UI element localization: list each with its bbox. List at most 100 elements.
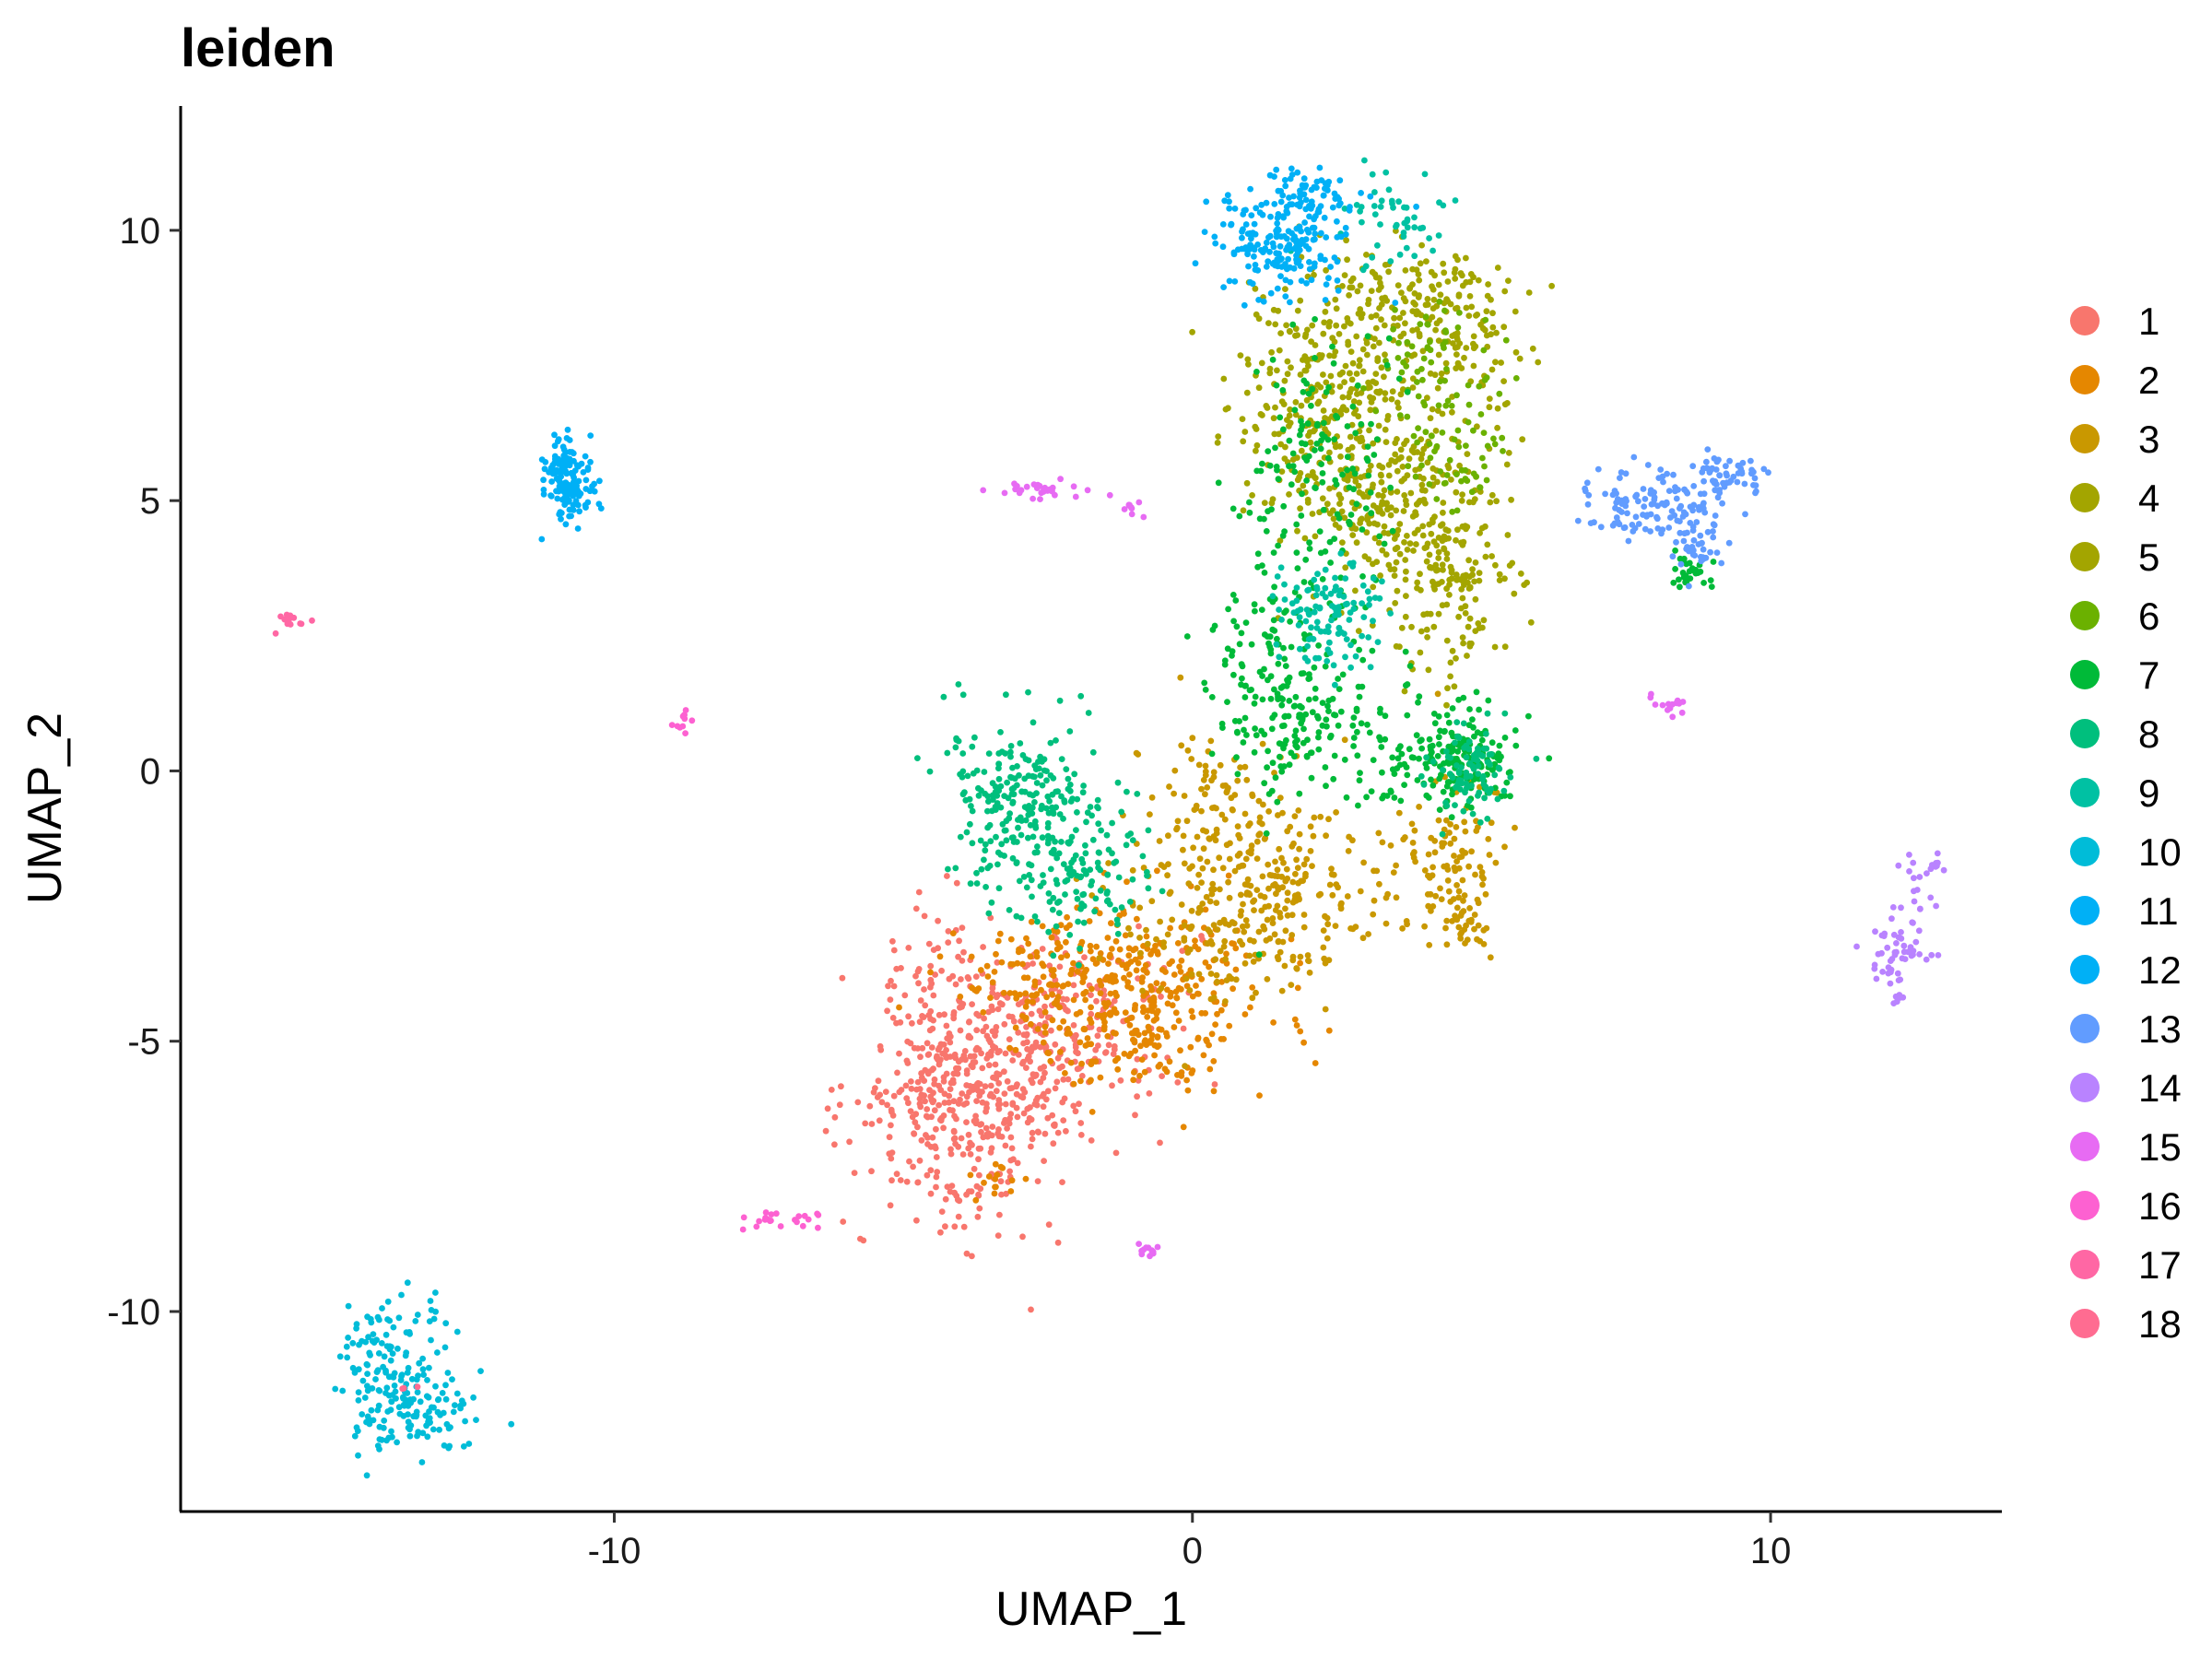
point-cluster-16: [753, 1223, 760, 1230]
point-cluster-5: [1432, 581, 1440, 588]
point-cluster-4: [1300, 482, 1307, 489]
point-cluster-8: [993, 833, 999, 841]
point-cluster-5: [1375, 539, 1382, 547]
point-cluster-5: [1375, 508, 1382, 515]
point-cluster-1: [1070, 1102, 1077, 1110]
point-cluster-8: [1008, 785, 1016, 793]
point-cluster-11: [1249, 280, 1256, 288]
point-cluster-13: [1718, 559, 1725, 567]
point-cluster-7: [1312, 485, 1319, 491]
point-cluster-7: [1435, 734, 1442, 741]
point-cluster-7: [1255, 951, 1263, 959]
point-cluster-2: [1173, 994, 1180, 1001]
point-cluster-3: [1188, 756, 1195, 762]
point-cluster-8: [1103, 831, 1111, 839]
point-cluster-12: [568, 487, 575, 494]
point-cluster-3: [1322, 1006, 1329, 1013]
point-cluster-4: [1432, 326, 1439, 334]
point-cluster-2: [1048, 967, 1055, 974]
point-cluster-11: [1251, 253, 1257, 260]
point-cluster-3: [1451, 853, 1457, 859]
point-cluster-11: [1310, 236, 1317, 243]
point-cluster-8: [1083, 818, 1089, 826]
point-cluster-7: [1376, 533, 1383, 540]
point-cluster-8: [987, 838, 994, 845]
point-cluster-3: [1266, 935, 1274, 942]
point-cluster-2: [896, 1004, 902, 1011]
point-cluster-8: [1045, 928, 1053, 935]
point-cluster-5: [1433, 567, 1440, 574]
point-cluster-7: [1281, 713, 1288, 720]
point-cluster-7: [1252, 607, 1258, 615]
point-cluster-1: [1031, 1043, 1038, 1051]
point-cluster-2: [991, 969, 998, 975]
point-cluster-5: [1378, 472, 1384, 479]
point-cluster-2: [1122, 932, 1129, 939]
point-cluster-2: [1163, 1033, 1171, 1040]
point-cluster-2: [1025, 940, 1032, 947]
point-cluster-9: [1366, 595, 1373, 603]
point-cluster-13: [1670, 471, 1677, 478]
point-cluster-3: [1349, 837, 1356, 844]
point-cluster-2: [1109, 971, 1115, 979]
point-cluster-3: [1259, 820, 1265, 828]
point-cluster-2: [1112, 1030, 1119, 1037]
point-cluster-2: [1011, 990, 1018, 997]
point-cluster-3: [1431, 838, 1439, 844]
point-cluster-8: [975, 792, 982, 799]
point-cluster-4: [1368, 313, 1375, 321]
point-cluster-10: [394, 1345, 401, 1352]
point-cluster-3: [1282, 905, 1288, 912]
point-cluster-7: [1232, 597, 1240, 604]
point-cluster-7: [1304, 736, 1311, 744]
point-cluster-4: [1347, 348, 1355, 355]
point-cluster-10: [364, 1387, 371, 1394]
point-cluster-8: [1053, 788, 1059, 795]
point-cluster-3: [1218, 811, 1226, 818]
point-cluster-3: [1264, 976, 1271, 982]
point-cluster-1: [930, 992, 937, 999]
point-cluster-4: [1372, 371, 1380, 377]
point-cluster-7: [1261, 780, 1268, 787]
point-cluster-13: [1700, 546, 1707, 553]
point-cluster-2: [1041, 1030, 1049, 1036]
point-cluster-3: [1430, 903, 1437, 910]
point-cluster-5: [1418, 628, 1425, 635]
point-cluster-6: [1390, 325, 1396, 333]
point-cluster-10: [444, 1370, 452, 1376]
point-cluster-3: [1365, 931, 1371, 937]
point-cluster-10: [373, 1369, 381, 1375]
point-cluster-1: [959, 1151, 967, 1158]
point-cluster-2: [1080, 1025, 1088, 1032]
point-cluster-3: [1412, 858, 1418, 865]
point-cluster-2: [1225, 872, 1232, 879]
point-cluster-5: [1478, 524, 1486, 532]
point-cluster-5: [1459, 594, 1466, 602]
point-cluster-8: [1078, 900, 1085, 907]
point-cluster-7: [1417, 737, 1424, 745]
point-cluster-6: [1512, 375, 1520, 382]
point-cluster-13: [1735, 470, 1742, 477]
point-cluster-3: [1477, 864, 1484, 871]
point-cluster-2: [1180, 1124, 1187, 1131]
point-cluster-8: [959, 691, 967, 699]
point-cluster-8: [1098, 827, 1104, 834]
point-cluster-15: [1106, 491, 1113, 499]
point-cluster-3: [1160, 864, 1168, 870]
point-cluster-11: [1287, 175, 1294, 182]
point-cluster-5: [1487, 499, 1494, 506]
point-cluster-1: [1076, 1100, 1082, 1108]
point-cluster-2: [1022, 1003, 1030, 1010]
point-cluster-4: [1253, 447, 1259, 454]
point-cluster-5: [1444, 462, 1452, 469]
point-cluster-2: [1056, 1024, 1064, 1031]
point-cluster-3: [1485, 836, 1492, 842]
point-cluster-1: [932, 1143, 938, 1150]
point-cluster-3: [1289, 957, 1297, 964]
point-cluster-12: [571, 478, 577, 486]
point-cluster-2: [1057, 1048, 1064, 1055]
point-cluster-3: [1270, 882, 1277, 888]
point-cluster-9: [1440, 202, 1447, 209]
point-cluster-10: [458, 1397, 465, 1405]
